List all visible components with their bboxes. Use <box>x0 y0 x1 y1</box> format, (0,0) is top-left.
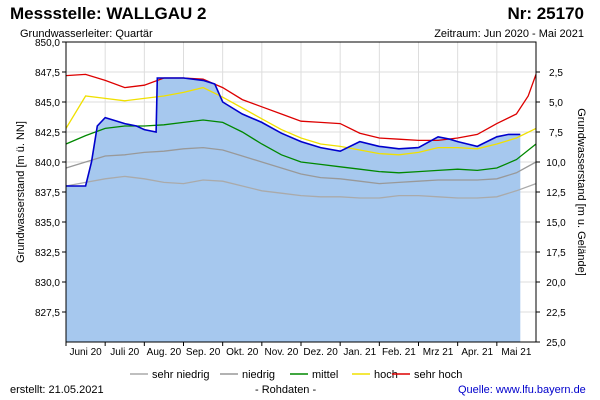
legend-label-hoch: hoch <box>374 369 398 381</box>
series-line-niedrig <box>65 146 537 185</box>
y-tick-label: 847,5 <box>35 68 60 79</box>
legend-label-niedrig: niedrig <box>242 369 275 381</box>
y2-tick-label: 2,5 <box>549 68 563 79</box>
created-date: erstellt: 21.05.2021 <box>10 384 104 396</box>
x-tick-label: Dez. 20 <box>303 347 338 358</box>
data-layer <box>65 73 537 342</box>
source: Quelle: www.lfu.bayern.de <box>458 384 586 396</box>
x-tick-label: Aug. 20 <box>147 347 182 358</box>
y-tick-label: 850,0 <box>35 38 60 49</box>
series-line-hoch <box>65 86 537 156</box>
legend-label-sehr-niedrig: sehr niedrig <box>152 369 209 381</box>
y-tick-label: 837,5 <box>35 188 60 199</box>
tick-labels: 827,5 830,0 832,5 835,0 837,5 840,0 842,5 845,0… <box>15 38 587 358</box>
source-link[interactable]: www.lfu.bayern.de <box>495 384 586 396</box>
legend-label-mittel: mittel <box>312 369 338 381</box>
aquifer-label: Grundwasserleiter: Quartär <box>20 28 153 40</box>
x-tick-label: Nov. 20 <box>265 347 299 358</box>
y-tick-label: 830,0 <box>35 278 60 289</box>
y2-axis-label: Grundwasserstand [m u. Gelände] <box>575 108 587 276</box>
raw-data-note: - Rohdaten - <box>255 384 317 396</box>
series-line-sehr-niedrig <box>65 175 537 199</box>
x-tick-label: Mrz 21 <box>423 347 454 358</box>
x-tick-label: Apr. 21 <box>461 347 493 358</box>
y2-tick-label: 22,5 <box>546 308 566 319</box>
legend: sehr niedrig niedrig mittel hoch sehr hoch <box>130 369 462 381</box>
measured-area <box>66 78 521 342</box>
legend-label-sehr-hoch: sehr hoch <box>414 369 462 381</box>
y-axis-label: Grundwasserstand [m ü. NN] <box>15 121 27 263</box>
period-label: Zeitraum: Jun 2020 - Mai 2021 <box>434 28 584 40</box>
y2-tick-label: 25,0 <box>546 338 566 349</box>
y-tick-label: 832,5 <box>35 248 60 259</box>
y2-tick-label: 10,0 <box>546 158 566 169</box>
x-tick-label: Juni 20 <box>69 347 102 358</box>
y2-tick-label: 12,5 <box>546 188 566 199</box>
x-tick-label: Okt. 20 <box>226 347 259 358</box>
y-tick-label: 835,0 <box>35 218 60 229</box>
y2-tick-label: 7,5 <box>549 128 563 139</box>
y-tick-label: 845,0 <box>35 98 60 109</box>
x-tick-label: Mai 21 <box>501 347 531 358</box>
measured-line <box>66 77 521 187</box>
x-tick-label: Feb. 21 <box>382 347 416 358</box>
series-line-mittel <box>65 119 537 174</box>
x-tick-label: Sep. 20 <box>186 347 221 358</box>
chart-title: Messstelle: WALLGAU 2 <box>10 4 207 23</box>
y2-tick-label: 20,0 <box>546 278 566 289</box>
x-tick-label: Juli 20 <box>110 347 139 358</box>
y-tick-label: 842,5 <box>35 128 60 139</box>
y2-tick-label: 15,0 <box>546 218 566 229</box>
y2-tick-label: 17,5 <box>546 248 566 259</box>
y-tick-label: 840,0 <box>35 158 60 169</box>
x-tick-label: Jan. 21 <box>343 347 376 358</box>
source-label: Quelle: <box>458 384 493 396</box>
series-line-sehr-hoch <box>65 73 537 142</box>
y-tick-label: 827,5 <box>35 308 60 319</box>
station-number: Nr: 25170 <box>507 4 584 23</box>
y2-tick-label: 5,0 <box>549 98 563 109</box>
